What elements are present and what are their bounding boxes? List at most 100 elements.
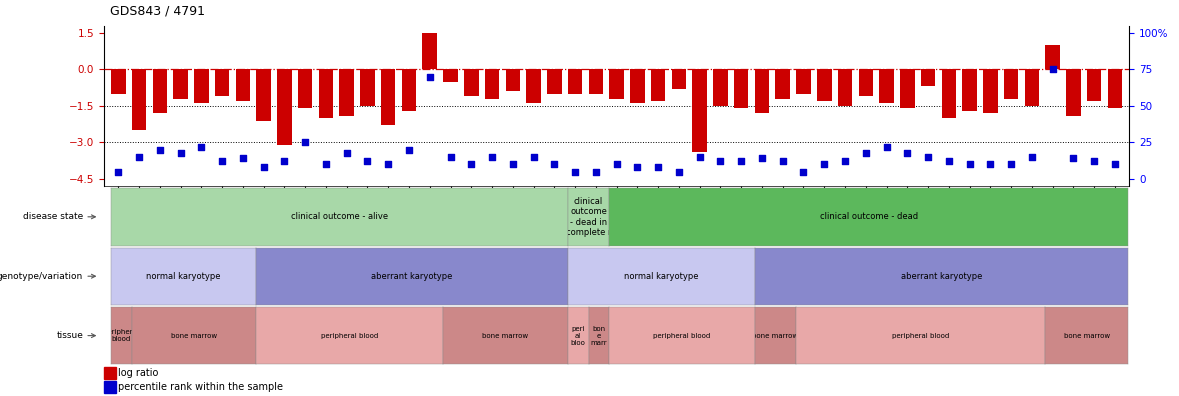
Text: bone marrow: bone marrow (171, 333, 217, 339)
Point (233, 155, 252, 162)
Point (690, 154, 709, 160)
Bar (547, 69, 561, 94)
Bar (651, 69, 665, 101)
Bar (298, 69, 312, 109)
Point (815, 161, 834, 168)
Bar (1003, 69, 1019, 99)
Bar (942, 69, 956, 118)
Bar (215, 69, 230, 96)
Text: bon
e
marr: bon e marr (591, 326, 607, 346)
Text: normal karyotype: normal karyotype (146, 272, 220, 281)
Text: peripheral blood: peripheral blood (893, 333, 949, 339)
Text: clinical outcome - alive: clinical outcome - alive (291, 212, 388, 221)
Bar (485, 69, 499, 99)
Text: aberrant karyotype: aberrant karyotype (901, 272, 982, 281)
Point (773, 158, 792, 164)
Point (503, 161, 522, 168)
Point (275, 158, 294, 164)
Point (1002, 161, 1021, 168)
Bar (692, 69, 707, 152)
Bar (880, 69, 894, 103)
Point (918, 154, 937, 160)
Bar (713, 69, 727, 106)
Bar (610, 69, 624, 99)
Bar (796, 69, 811, 94)
Point (1106, 161, 1125, 168)
Bar (104, 381, 116, 394)
Bar (817, 69, 831, 101)
Bar (900, 69, 915, 109)
Point (981, 161, 1000, 168)
Bar (858, 69, 872, 96)
Bar (1066, 69, 1081, 116)
Point (1022, 154, 1041, 160)
Point (856, 149, 875, 156)
Bar (630, 69, 645, 103)
Bar (381, 69, 395, 126)
Bar (962, 69, 977, 111)
Text: aberrant karyotype: aberrant karyotype (371, 272, 453, 281)
Point (732, 158, 751, 164)
Point (212, 158, 231, 164)
Point (358, 158, 377, 164)
Point (566, 168, 585, 175)
Bar (173, 69, 187, 99)
Point (1043, 66, 1062, 72)
Text: GDS843 / 4791: GDS843 / 4791 (110, 5, 205, 18)
Bar (360, 69, 375, 106)
Bar (1108, 69, 1122, 109)
Bar (277, 69, 291, 145)
Bar (921, 69, 935, 86)
Text: tissue: tissue (57, 331, 84, 340)
Point (420, 74, 439, 80)
Text: log ratio: log ratio (118, 367, 158, 377)
Point (1085, 158, 1104, 164)
Point (296, 139, 315, 146)
Point (1063, 155, 1082, 162)
Bar (422, 33, 437, 69)
Bar (402, 69, 416, 111)
Point (171, 149, 190, 156)
Point (441, 154, 460, 160)
Point (670, 168, 689, 175)
Bar (1087, 69, 1101, 101)
Point (752, 155, 771, 162)
Bar (983, 69, 997, 113)
Point (836, 158, 855, 164)
Point (940, 158, 959, 164)
Point (255, 164, 274, 170)
Point (545, 161, 564, 168)
Point (648, 164, 667, 170)
Text: peripheral blood: peripheral blood (321, 333, 378, 339)
Point (877, 144, 896, 150)
Bar (588, 69, 604, 94)
Point (482, 154, 501, 160)
Bar (755, 69, 769, 113)
Point (898, 149, 917, 156)
Bar (256, 69, 271, 120)
Bar (152, 69, 167, 113)
Text: clinical
outcome
- dead in
complete r: clinical outcome - dead in complete r (566, 197, 612, 237)
Bar (104, 367, 116, 379)
Text: peripheral blood: peripheral blood (653, 333, 711, 339)
Text: disease state: disease state (22, 212, 84, 221)
Bar (1046, 45, 1060, 69)
Bar (568, 69, 582, 94)
Bar (236, 69, 250, 101)
Bar (1025, 69, 1039, 106)
Bar (526, 69, 541, 103)
Point (108, 168, 127, 175)
Bar (776, 69, 790, 99)
Text: clinical outcome - dead: clinical outcome - dead (819, 212, 918, 221)
Point (337, 149, 356, 156)
Point (586, 168, 605, 175)
Point (192, 144, 211, 150)
Text: bone marrow: bone marrow (1063, 333, 1109, 339)
Point (462, 161, 481, 168)
Point (628, 164, 647, 170)
Bar (506, 69, 520, 91)
Text: bone marrow: bone marrow (482, 333, 528, 339)
Bar (195, 69, 209, 103)
Point (607, 161, 626, 168)
Point (151, 147, 170, 153)
